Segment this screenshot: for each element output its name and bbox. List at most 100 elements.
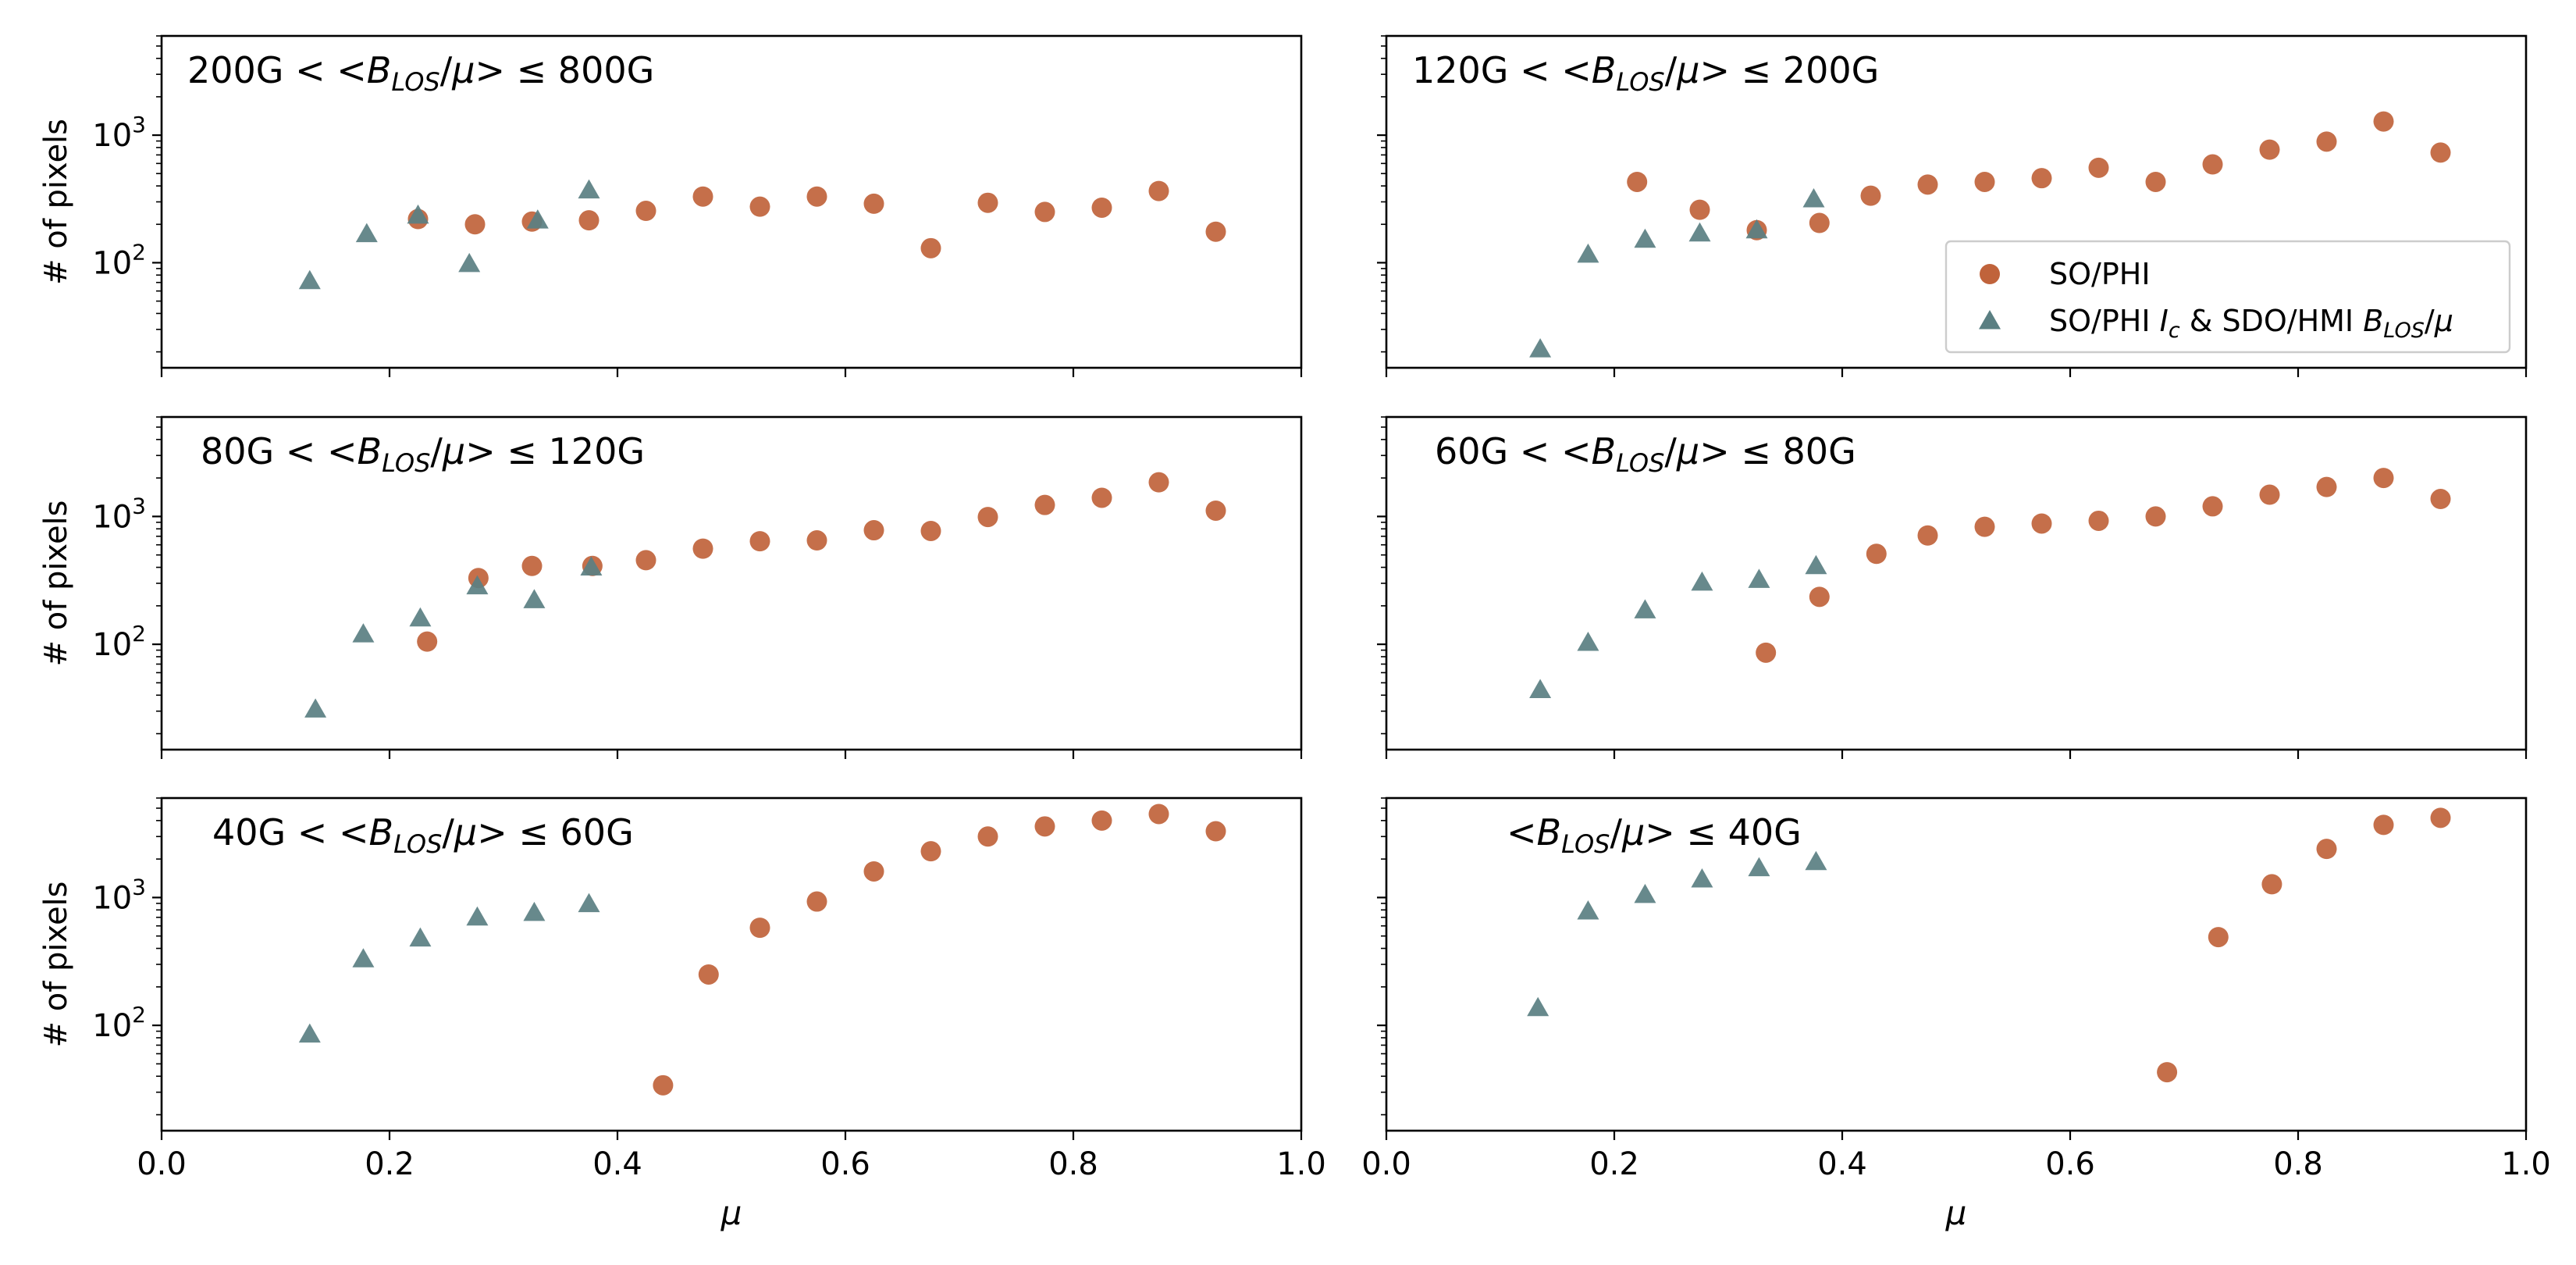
panel-title: 120G < <BLOS​/μ> ≤ 200G (1412, 49, 1879, 97)
so-phi-point (2430, 807, 2451, 828)
so-phi-point (2031, 168, 2052, 189)
legend: SO/PHI SO/PHI Ic​ & SDO/HMI BLOS​/μ (1944, 240, 2511, 354)
combined-point (1688, 222, 1711, 242)
so-phi-point (1917, 174, 1938, 195)
so-phi-point (1627, 171, 1648, 192)
combined-point (1634, 883, 1656, 903)
combined-point (355, 223, 378, 243)
chart-panel-3: 102 103 # of pixels 80G < <BLOS​/μ> ≤ 120G (38, 415, 1303, 759)
combined-point (1805, 554, 1827, 575)
so-phi-point (653, 1074, 674, 1096)
x-tick-label: 0.0 (137, 1146, 187, 1182)
so-phi-point (863, 861, 884, 882)
combined-point (352, 948, 375, 967)
so-phi-point (1860, 185, 1881, 206)
chart-panel-4: 60G < <BLOS​/μ> ≤ 80G (1377, 415, 2528, 759)
so-phi-point (635, 201, 656, 222)
y-tick-label: 103 (92, 112, 146, 154)
combined-point (298, 269, 321, 290)
so-phi-point (1148, 180, 1169, 201)
combined-point (1527, 996, 1550, 1017)
legend-label-so-phi: SO/PHI (2049, 257, 2151, 291)
so-phi-point (920, 841, 941, 862)
combined-point (1802, 188, 1825, 208)
so-phi-point (1689, 199, 1710, 220)
so-phi-point (521, 555, 543, 576)
so-phi-point (578, 210, 600, 231)
legend-triangle-marker (1979, 310, 2001, 330)
combined-point (1748, 568, 1770, 588)
so-phi-point (1034, 816, 1055, 837)
so-phi-point (1091, 810, 1112, 831)
combined-point (578, 893, 600, 913)
so-phi-point (2202, 496, 2223, 517)
so-phi-point (1091, 197, 1112, 218)
combined-point (1634, 228, 1656, 248)
combined-point (409, 927, 432, 947)
panel-title: 40G < <BLOS​/μ> ≤ 60G (212, 811, 634, 859)
combined-point (1805, 850, 1827, 871)
so-phi-point (2316, 476, 2337, 497)
combined-point (466, 906, 489, 926)
so-phi-point (2373, 111, 2394, 132)
so-phi-point (863, 193, 884, 214)
combined-point (580, 556, 603, 576)
so-phi-point (1756, 642, 1777, 663)
x-tick-label: 0.4 (1817, 1146, 1867, 1182)
chart-panel-2: 120G < <BLOS​/μ> ≤ 200G (1377, 34, 2528, 377)
so-phi-point (806, 530, 827, 551)
so-phi-point (417, 631, 438, 652)
x-tick-label: 0.2 (365, 1146, 415, 1182)
so-phi-point (2316, 839, 2337, 860)
combined-point (1529, 679, 1552, 698)
so-phi-point (2259, 484, 2280, 505)
so-phi-point (1091, 487, 1112, 508)
so-phi-point (635, 550, 656, 571)
so-phi-point (464, 214, 486, 235)
so-phi-point (920, 237, 941, 258)
so-phi-point (2145, 506, 2166, 527)
so-phi-point (2316, 131, 2337, 152)
so-phi-point (2259, 139, 2280, 160)
chart-panel-6: 0.0 0.2 0.4 0.6 0.8 1.0 μ <BLOS​/μ> ≤ 40G (1361, 796, 2551, 1232)
so-phi-point (1205, 500, 1226, 521)
combined-point (407, 204, 429, 224)
so-phi-point (2261, 874, 2282, 895)
panel-title: <BLOS​/μ> ≤ 40G (1507, 811, 1802, 859)
x-axis-label: μ (1945, 1194, 1967, 1232)
so-phi-point (2430, 142, 2451, 163)
x-tick-label: 0.6 (820, 1146, 870, 1182)
x-tick-label: 0.8 (2273, 1146, 2323, 1182)
combined-point (304, 698, 327, 718)
x-tick-label: 1.0 (2501, 1146, 2551, 1182)
panel-title: 60G < <BLOS​/μ> ≤ 80G (1435, 430, 1856, 478)
so-phi-point (1148, 804, 1169, 825)
so-phi-point (977, 507, 998, 528)
combined-point (1577, 243, 1599, 263)
so-phi-point (2145, 171, 2166, 192)
combined-point (523, 589, 546, 608)
panel-title: 200G < <BLOS​/μ> ≤ 800G (187, 49, 654, 97)
y-tick-label: 102 (92, 239, 146, 281)
x-tick-label: 0.4 (592, 1146, 642, 1182)
so-phi-point (2373, 468, 2394, 489)
so-phi-point (692, 538, 713, 559)
so-phi-point (1205, 821, 1226, 842)
so-phi-point (1809, 586, 1830, 608)
so-phi-point (2373, 814, 2394, 836)
x-tick-label: 1.0 (1276, 1146, 1326, 1182)
x-tick-label: 0.8 (1048, 1146, 1098, 1182)
so-phi-point (698, 964, 719, 985)
y-tick-label: 103 (92, 493, 146, 535)
combined-point (1745, 219, 1768, 239)
so-phi-point (2157, 1062, 2178, 1083)
so-phi-point (977, 192, 998, 213)
so-phi-point (2430, 489, 2451, 510)
so-phi-point (1866, 543, 1887, 565)
combined-point (526, 209, 549, 229)
so-phi-point (1917, 525, 1938, 546)
so-phi-point (1148, 472, 1169, 493)
y-axis-label: # of pixels (38, 881, 74, 1047)
y-tick-label: 102 (92, 1002, 146, 1044)
